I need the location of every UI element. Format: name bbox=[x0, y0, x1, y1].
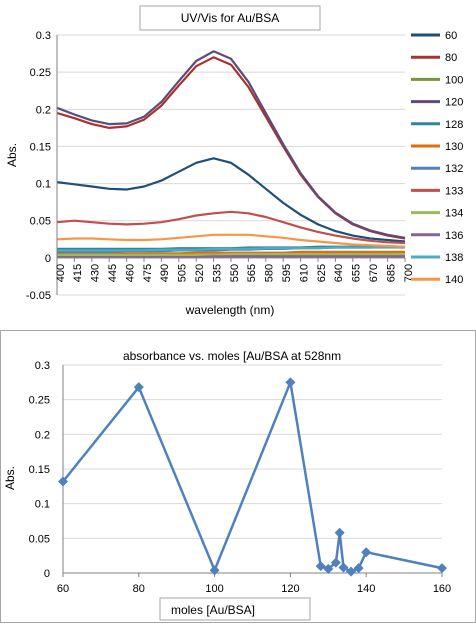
chart2-x-axis-title: moles [Au/BSA] bbox=[171, 603, 255, 617]
legend-label-60: 60 bbox=[445, 30, 457, 42]
chart1-x-tick-label: 460 bbox=[124, 264, 136, 282]
legend-label-80: 80 bbox=[445, 52, 457, 64]
chart1-x-tick-label: 580 bbox=[264, 264, 276, 282]
series-line-134 bbox=[57, 253, 405, 256]
chart1-x-tick-label: 505 bbox=[177, 264, 189, 282]
chart1-x-tick-label: 655 bbox=[351, 264, 363, 282]
legend-label-128: 128 bbox=[445, 119, 463, 131]
chart1-x-tick-label: 640 bbox=[333, 264, 345, 282]
data-point-80 bbox=[133, 382, 144, 393]
series-line-138 bbox=[57, 246, 405, 252]
chart1-x-tick-label: 430 bbox=[90, 264, 102, 282]
series-line-136 bbox=[57, 255, 405, 259]
chart2-x-tick-label: 100 bbox=[205, 583, 223, 595]
chart2-y-tick-label: 0 bbox=[44, 568, 50, 580]
chart1-y-tick-label: 0.3 bbox=[36, 30, 51, 42]
chart1-y-tick-label: 0 bbox=[45, 253, 51, 265]
chart1-x-tick-label: 445 bbox=[107, 264, 119, 282]
data-point-160 bbox=[437, 563, 447, 574]
legend-label-100: 100 bbox=[445, 74, 463, 86]
legend-label-138: 138 bbox=[445, 252, 463, 264]
chart2-x-tick-label: 80 bbox=[133, 583, 145, 595]
chart1-title-box bbox=[139, 5, 321, 31]
chart2-y-tick-label: 0.1 bbox=[35, 499, 50, 511]
chart2-x-tick-label: 140 bbox=[357, 583, 375, 595]
chart1-x-tick-label: 400 bbox=[55, 264, 67, 282]
chart1-y-tick-label: 0.1 bbox=[36, 179, 51, 191]
legend-label-132: 132 bbox=[445, 163, 463, 175]
data-point-128 bbox=[315, 561, 326, 572]
chart1-y-axis-title: Abs. bbox=[5, 143, 19, 167]
chart1-x-tick-label: 670 bbox=[368, 264, 380, 282]
chart2-y-tick-label: 0.15 bbox=[29, 464, 50, 476]
chart1-x-tick-label: 550 bbox=[229, 264, 241, 282]
chart1-y-tick-label: -0.05 bbox=[26, 290, 51, 302]
data-point-132 bbox=[330, 557, 341, 568]
chart2-y-tick-label: 0.05 bbox=[29, 533, 50, 545]
data-point-140 bbox=[361, 547, 372, 558]
data-point-100 bbox=[209, 565, 220, 576]
chart2-border bbox=[0, 330, 476, 623]
data-point-60 bbox=[58, 476, 68, 487]
chart2-y-tick-label: 0.25 bbox=[29, 395, 50, 407]
chart1-x-tick-label: 625 bbox=[316, 264, 328, 282]
chart2-xlabel-box bbox=[159, 597, 311, 621]
chart2-series-line bbox=[62, 381, 443, 573]
chart1-x-axis-title: wavelength (nm) bbox=[185, 303, 275, 317]
chart2-y-tick-label: 0.2 bbox=[35, 429, 50, 441]
data-point-120 bbox=[285, 377, 296, 388]
series-line-60 bbox=[56, 157, 406, 243]
series-line-133 bbox=[56, 210, 406, 245]
data-point-134 bbox=[338, 562, 349, 573]
series-line-130 bbox=[57, 250, 405, 255]
series-line-140 bbox=[56, 233, 406, 248]
legend-label-140: 140 bbox=[445, 274, 463, 286]
chart1-x-tick-label: 475 bbox=[142, 264, 154, 282]
chart1-x-tick-label: 700 bbox=[403, 264, 415, 282]
chart1-y-tick-label: 0.2 bbox=[36, 104, 51, 116]
legend-label-130: 130 bbox=[445, 141, 463, 153]
chart1-x-tick-label: 595 bbox=[281, 264, 293, 282]
chart1-x-tick-label: 535 bbox=[211, 264, 223, 282]
chart2-x-tick-label: 160 bbox=[433, 583, 451, 595]
chart1-x-tick-label: 565 bbox=[246, 264, 258, 282]
chart1-x-tick-label: 685 bbox=[385, 264, 397, 282]
chart1-x-tick-label: 415 bbox=[72, 264, 84, 282]
series-line-120 bbox=[56, 50, 406, 239]
legend-label-136: 136 bbox=[445, 230, 463, 242]
chart1-y-tick-label: 0.15 bbox=[30, 141, 51, 153]
legend-label-133: 133 bbox=[445, 185, 463, 197]
chart1-x-tick-label: 520 bbox=[194, 264, 206, 282]
chart2-y-axis-title: Abs. bbox=[3, 466, 17, 490]
chart1-x-tick-label: 490 bbox=[159, 264, 171, 282]
chart2-title: absorbance vs. moles [Au/BSA at 528nm bbox=[123, 349, 341, 363]
chart1-y-tick-label: 0.25 bbox=[30, 67, 51, 79]
chart1-title: UV/Vis for Au/BSA bbox=[181, 11, 280, 25]
legend-label-120: 120 bbox=[445, 97, 463, 109]
absorbance-vs-moles-chart: 00.050.10.150.20.250.3 60 80 100 120 140 160 … bbox=[0, 330, 476, 623]
chart2-x-tick-label: 120 bbox=[281, 583, 299, 595]
chart2-y-tick-label: 0.3 bbox=[35, 360, 50, 372]
data-point-133 bbox=[334, 527, 345, 538]
data-point-136 bbox=[346, 566, 357, 577]
chart2-x-tick-label: 60 bbox=[57, 583, 69, 595]
data-point-130 bbox=[323, 563, 334, 574]
chart1-x-tick-label: 610 bbox=[298, 264, 310, 282]
data-point-138 bbox=[353, 563, 364, 574]
uv-vis-chart: -0.05 0 0.05 0.1 0.15 0.2 0.25 0.3 400 415 430 445… bbox=[5, 5, 463, 317]
chart1-y-tick-label: 0.05 bbox=[30, 216, 51, 228]
legend-label-134: 134 bbox=[445, 208, 463, 220]
